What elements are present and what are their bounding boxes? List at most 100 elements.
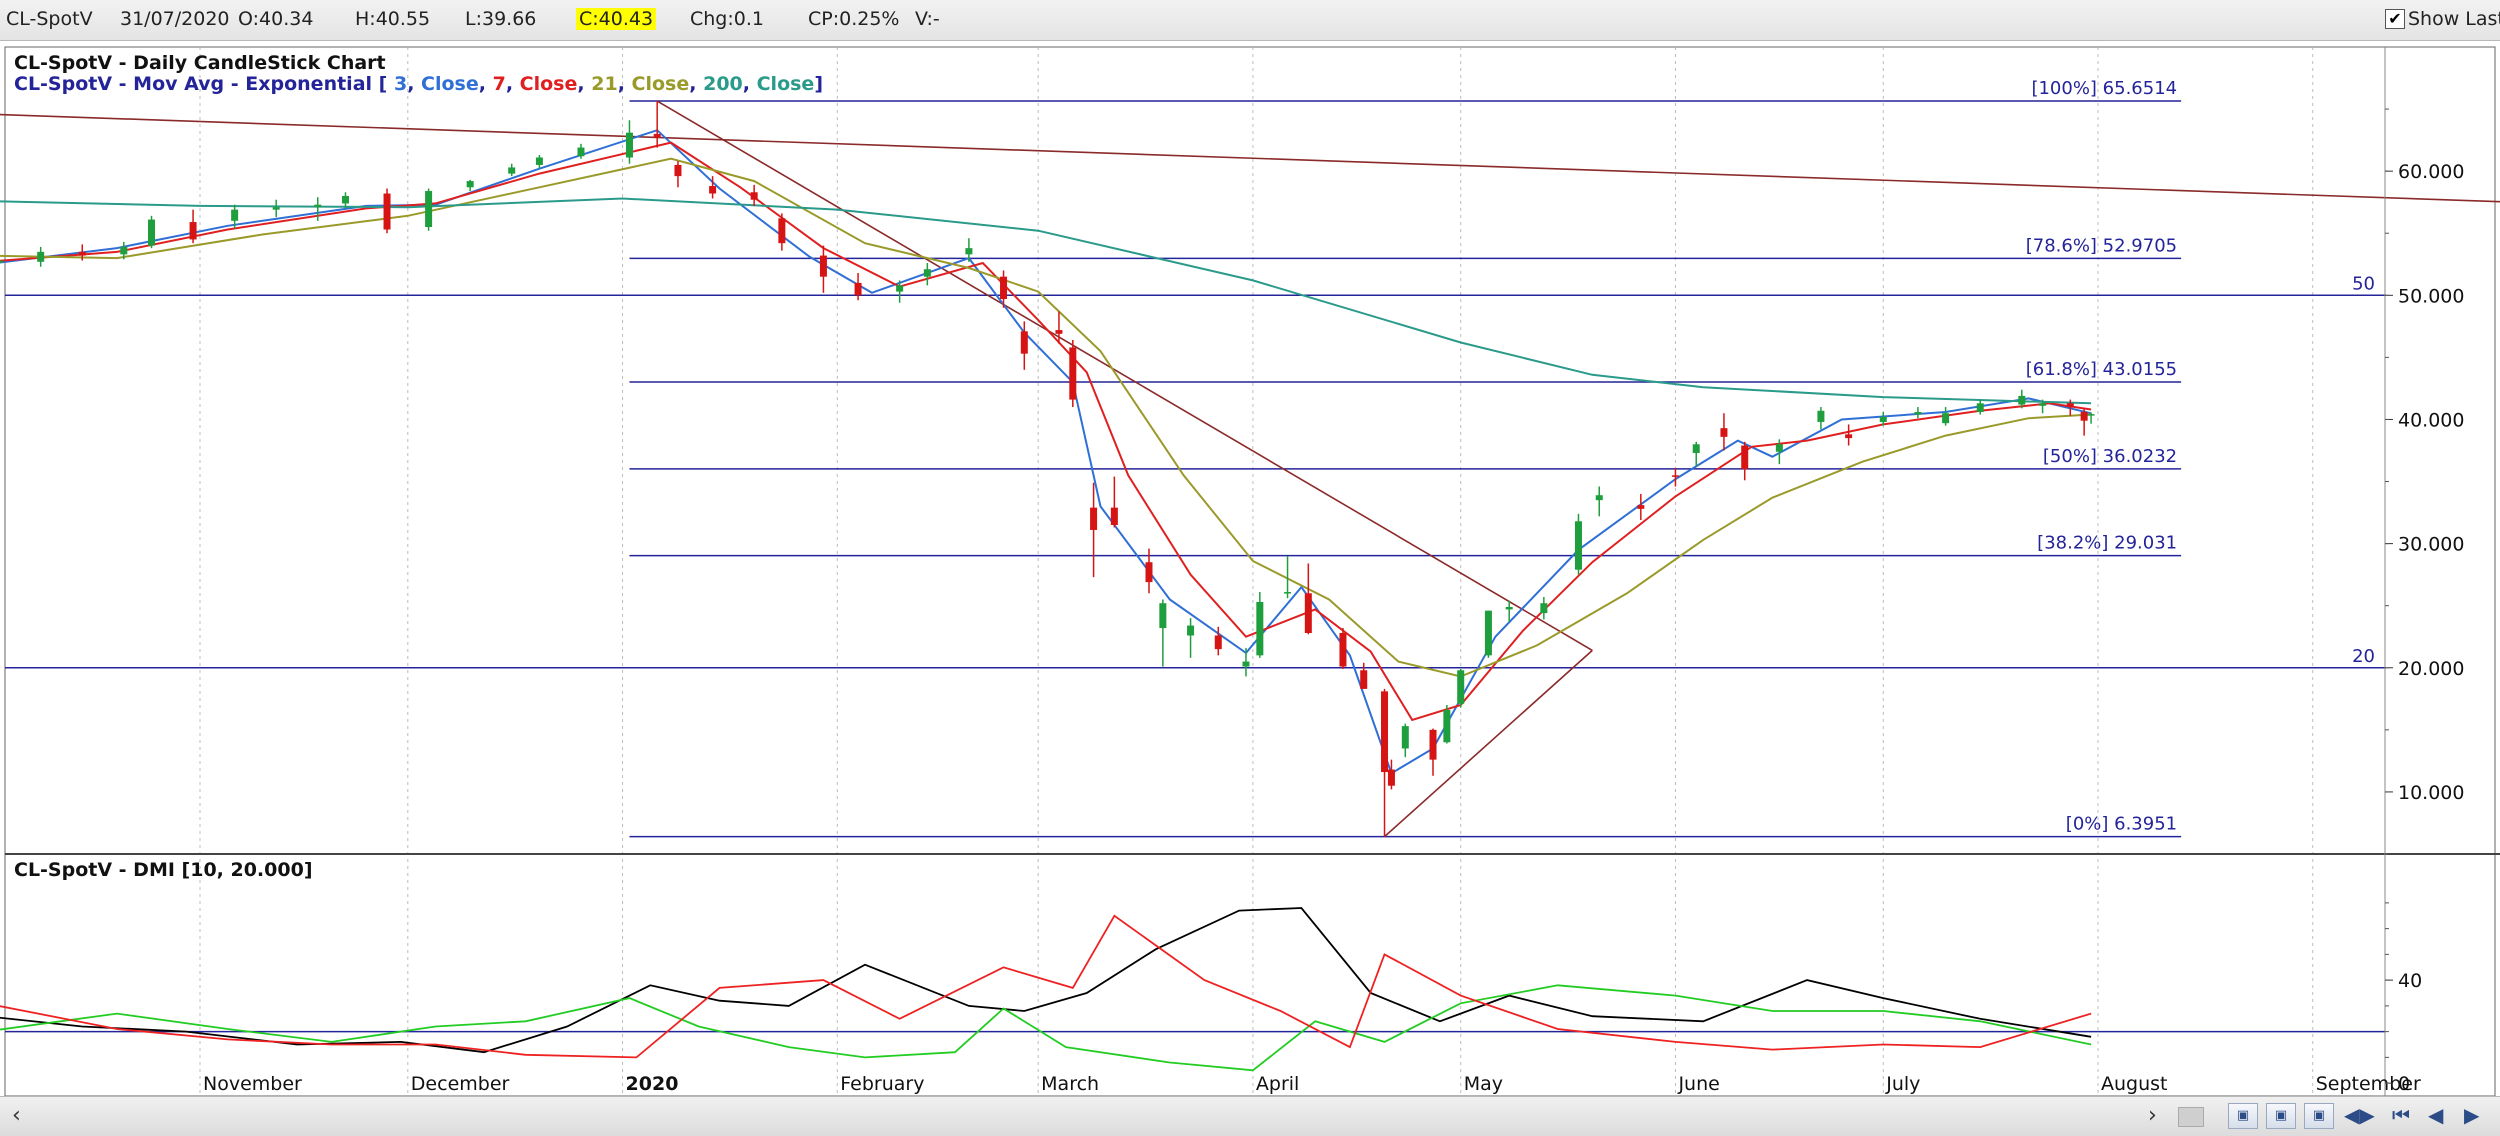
x-tick-label: March (1041, 1073, 1099, 1095)
ema-line (0, 197, 2092, 405)
candle-body (1381, 691, 1389, 773)
dmi-minus_di-line (0, 914, 2092, 1059)
legend-period: 7 (493, 73, 506, 95)
legend-separator: , (743, 73, 757, 95)
candle-body (1256, 601, 1264, 656)
candle-body (1304, 593, 1312, 634)
candle-body (1000, 276, 1008, 300)
candle-body (1845, 434, 1853, 439)
candle-body (1214, 635, 1222, 650)
x-tick-label: December (411, 1073, 510, 1095)
x-tick-label: August (2101, 1073, 2168, 1095)
ema-line (0, 129, 2092, 775)
level-line-label: 20 (2352, 646, 2375, 667)
legend-period: 21 (591, 73, 617, 95)
candle-body (37, 251, 45, 262)
go-start-icon[interactable]: ⏮ (2392, 1103, 2410, 1127)
y-tick-label: 60.000 (2398, 161, 2464, 183)
candle-body (341, 195, 349, 204)
legend-field: Close (632, 73, 690, 95)
zoom-reset-icon[interactable]: ▣ (2304, 1103, 2334, 1129)
candle-body (1671, 475, 1679, 477)
legend-field: Close (421, 73, 479, 95)
candle-body (674, 164, 682, 177)
legend-field: Close (520, 73, 578, 95)
x-tick-label: June (1677, 1073, 1719, 1095)
candle-body (1741, 445, 1749, 470)
candle-body (1574, 521, 1582, 570)
candle-body (1775, 444, 1783, 452)
scroll-thumb[interactable] (2178, 1107, 2204, 1127)
legend-separator: , (618, 73, 632, 95)
fibonacci-label: [38.2%] 29.031 (2037, 533, 2177, 554)
volume-value: V:- (915, 8, 940, 30)
legend-separator: , (479, 73, 493, 95)
candle-body (577, 147, 585, 157)
axes: November December 2020 February March April Ma… (203, 108, 2464, 1095)
candle-body (923, 269, 931, 277)
change-value: Chg:0.1 (690, 8, 764, 30)
candle-body (1595, 495, 1603, 501)
candle-body (854, 282, 862, 296)
legend-period: 200 (703, 73, 743, 95)
candle-body (1443, 709, 1451, 743)
trend-line (1383, 649, 1593, 838)
candle-body (314, 204, 322, 208)
scroll-both-icon[interactable]: ◀▶ (2344, 1103, 2375, 1127)
fibonacci-label: [100%] 65.6514 (2031, 78, 2177, 99)
dmi-panel (0, 907, 2092, 1072)
candle-body (819, 255, 827, 277)
candle-body (189, 222, 197, 240)
candle-body (1457, 670, 1465, 704)
candle-body (1505, 606, 1513, 610)
chart-frame (4, 46, 2496, 1096)
fibonacci-label: [50%] 36.0232 (2043, 446, 2177, 467)
scroll-bar[interactable]: ‹ › ▣ ▣ ▣ ◀▶ ⏮ ◀ ▶ (0, 1096, 2500, 1136)
candle-body (1387, 769, 1395, 786)
candle-body (120, 246, 128, 255)
legend-separator: , (407, 73, 421, 95)
legend-prefix: CL-SpotV - Mov Avg - Exponential [ (14, 73, 387, 95)
candle-body (896, 285, 904, 292)
ema-line (0, 141, 2092, 722)
candle-body (1159, 603, 1167, 629)
step-forward-icon[interactable]: ▶ (2464, 1103, 2480, 1127)
candle-body (1055, 330, 1063, 334)
candle-body (2039, 403, 2047, 406)
candle-body (1187, 625, 1195, 636)
candle-body (383, 193, 391, 230)
symbol-label: CL-SpotV (6, 8, 93, 30)
candle-body (1429, 729, 1437, 760)
legend-suffix: ] (814, 73, 823, 95)
step-back-icon[interactable]: ◀ (2428, 1103, 2444, 1127)
candle-body (1817, 410, 1825, 422)
scroll-right-icon[interactable]: › (2148, 1103, 2157, 1128)
x-tick-label: September (2316, 1073, 2421, 1095)
date-label: 31/07/2020 (120, 8, 230, 30)
legend-period: 3 (394, 73, 407, 95)
close-value: C:40.43 (576, 8, 657, 30)
x-tick-label: February (840, 1073, 924, 1095)
dmi-title: CL-SpotV - DMI [10, 20.000] (14, 859, 313, 881)
candle-body (231, 209, 239, 221)
show-last-checkbox[interactable]: ✔ (2385, 9, 2405, 29)
x-tick-label: April (1256, 1073, 1299, 1095)
candle-body (272, 207, 280, 210)
candle-body (1360, 670, 1368, 689)
price-chart-title: CL-SpotV - Daily CandleStick Chart (14, 52, 386, 74)
zoom-in-icon[interactable]: ▣ (2266, 1103, 2296, 1129)
candle-body (2018, 395, 2026, 405)
change-percent-value: CP:0.25% (808, 8, 900, 30)
scroll-left-icon[interactable]: ‹ (12, 1103, 21, 1128)
candle-body (1284, 592, 1292, 594)
fibonacci-label: [0%] 6.3951 (2066, 814, 2177, 835)
high-value: H:40.55 (355, 8, 431, 30)
candle-body (1914, 412, 1922, 415)
candle-body (1242, 661, 1250, 667)
candle-body (425, 191, 433, 228)
candle-body (965, 248, 973, 255)
zoom-out-icon[interactable]: ▣ (2228, 1103, 2258, 1129)
candle-body (0, 260, 3, 264)
candle-body (709, 186, 717, 194)
ema-line (0, 157, 2092, 678)
